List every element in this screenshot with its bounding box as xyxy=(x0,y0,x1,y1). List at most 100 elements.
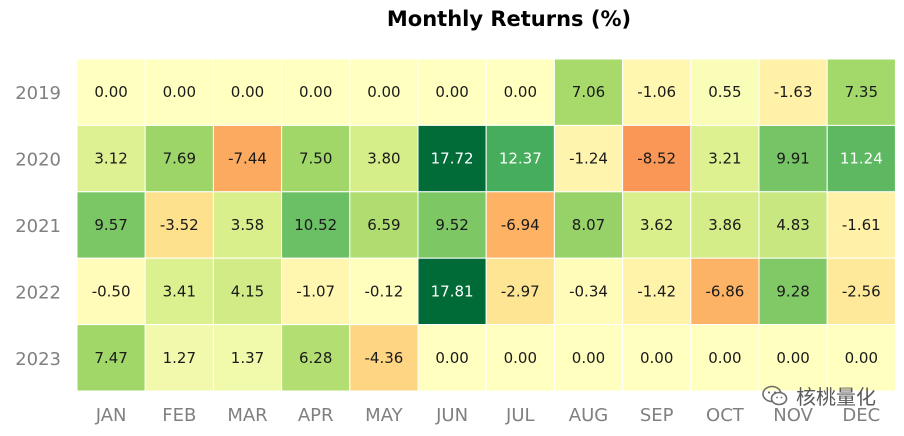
cell-value-label: 0.00 xyxy=(845,349,878,367)
cell-value-label: 0.00 xyxy=(640,349,673,367)
cell-value-label: 0.00 xyxy=(367,83,400,101)
y-tick-labels: 2019 2020 2021 2022 2023 xyxy=(15,83,61,370)
cell-value-label: 3.86 xyxy=(708,216,741,234)
cell-value-label: 3.21 xyxy=(708,150,741,168)
cell-value-label: -7.44 xyxy=(228,150,267,168)
x-tick-label: JUL xyxy=(505,405,535,426)
cell-value-label: 9.52 xyxy=(435,216,468,234)
cell-2023-mar xyxy=(212,324,283,392)
cell-2023-may xyxy=(349,324,419,392)
cell-2020-dec xyxy=(826,124,896,193)
cell-value-label: 8.07 xyxy=(572,216,605,234)
cell-value-label: -6.94 xyxy=(501,216,540,234)
cell-2022-jul xyxy=(485,257,555,326)
cell-value-label: -1.24 xyxy=(569,150,608,168)
cell-2021-jul xyxy=(485,191,555,259)
cell-value-label: 1.37 xyxy=(231,349,264,367)
cell-value-label: 4.83 xyxy=(776,216,809,234)
cell-value-label: -2.97 xyxy=(501,282,540,300)
cell-2022-oct xyxy=(690,257,760,326)
cell-2022-nov xyxy=(758,257,828,326)
x-tick-labels: JAN FEB MAR APR MAY JUN JUL AUG SEP OCT NOV DEC xyxy=(95,405,880,426)
cell-2023-oct xyxy=(690,324,760,392)
cell-value-label: 17.81 xyxy=(431,282,474,300)
cell-value-label: 6.59 xyxy=(367,216,400,234)
cell-2023-feb xyxy=(144,324,214,392)
x-tick-label: SEP xyxy=(640,405,674,426)
cell-2022-apr xyxy=(281,257,351,326)
cell-value-label: -4.36 xyxy=(364,349,403,367)
cell-value-label: 0.55 xyxy=(708,83,741,101)
x-tick-label: JAN xyxy=(95,405,127,426)
cell-value-label: 0.00 xyxy=(231,83,264,101)
cell-value-label: 7.35 xyxy=(845,83,878,101)
cell-2022-mar xyxy=(212,257,283,326)
cell-value-label: 0.00 xyxy=(504,83,537,101)
cell-value-label: 6.28 xyxy=(299,349,332,367)
cell-value-label: 3.58 xyxy=(231,216,264,234)
cell-value-label: 0.00 xyxy=(572,349,605,367)
cell-2021-mar xyxy=(212,191,283,259)
cell-2020-jul xyxy=(485,124,555,193)
cell-2020-feb xyxy=(144,124,214,193)
cell-2020-aug xyxy=(553,124,624,193)
cell-value-label: -3.52 xyxy=(160,216,199,234)
cell-value-label: -2.56 xyxy=(842,282,881,300)
x-tick-label: JUN xyxy=(435,405,468,426)
cell-2023-aug xyxy=(553,324,624,392)
cell-value-label: 17.72 xyxy=(431,150,474,168)
cell-value-label: 7.47 xyxy=(94,349,127,367)
cell-2021-may xyxy=(349,191,419,259)
cell-2022-jan xyxy=(76,257,146,326)
cell-value-label: 7.06 xyxy=(572,83,605,101)
cell-2020-jun xyxy=(417,124,487,193)
cell-value-label: 3.62 xyxy=(640,216,673,234)
cell-value-label: 9.91 xyxy=(776,150,809,168)
cell-value-label: 10.52 xyxy=(294,216,337,234)
cell-value-label: 4.15 xyxy=(231,282,264,300)
cell-2020-nov xyxy=(758,124,828,193)
x-tick-label: FEB xyxy=(162,405,196,426)
cell-value-label: 0.00 xyxy=(94,83,127,101)
cell-value-label: -1.61 xyxy=(842,216,881,234)
cell-2022-feb xyxy=(144,257,214,326)
y-tick-label: 2021 xyxy=(15,216,61,237)
x-tick-label: DEC xyxy=(842,405,880,426)
cell-2019-aug xyxy=(553,58,624,126)
cell-2019-oct xyxy=(690,58,760,126)
chart-title: Monthly Returns (%) xyxy=(387,7,631,31)
cell-value-label: 0.00 xyxy=(435,349,468,367)
cell-value-label: 9.28 xyxy=(776,282,809,300)
watermark: 核桃量化 xyxy=(762,381,876,410)
cell-value-label: -0.34 xyxy=(569,282,608,300)
cell-2019-jan xyxy=(76,58,146,126)
cell-value-label: -8.52 xyxy=(637,150,676,168)
cell-2022-sep xyxy=(622,257,692,326)
cell-value-label: 3.80 xyxy=(367,150,400,168)
cell-2022-dec xyxy=(826,257,896,326)
y-tick-label: 2023 xyxy=(15,349,61,370)
heatmap-cells: 0.00 0.00 0.00 0.00 0.00 0.00 0.00 7.06 -1.06 0.5… xyxy=(76,58,896,392)
cell-2020-sep xyxy=(622,124,692,193)
cell-2022-jun xyxy=(417,257,487,326)
cell-2023-nov xyxy=(758,324,828,392)
cell-2019-feb xyxy=(144,58,214,126)
cell-2019-mar xyxy=(212,58,283,126)
cell-value-label: 7.69 xyxy=(163,150,196,168)
cell-value-label: 0.00 xyxy=(163,83,196,101)
cell-value-label: 7.50 xyxy=(299,150,332,168)
watermark-text: 核桃量化 xyxy=(796,385,876,409)
cell-value-label: 9.57 xyxy=(94,216,127,234)
cell-2021-dec xyxy=(826,191,896,259)
cell-value-label: 3.41 xyxy=(163,282,196,300)
x-tick-label: MAR xyxy=(227,405,267,426)
cell-value-label: 0.00 xyxy=(435,83,468,101)
cell-value-label: 0.00 xyxy=(776,349,809,367)
cell-2019-apr xyxy=(281,58,351,126)
cell-value-label: 11.24 xyxy=(840,150,883,168)
cell-2021-jan xyxy=(76,191,146,259)
cell-value-label: 0.00 xyxy=(504,349,537,367)
cell-2023-jul xyxy=(485,324,555,392)
cell-2020-oct xyxy=(690,124,760,193)
